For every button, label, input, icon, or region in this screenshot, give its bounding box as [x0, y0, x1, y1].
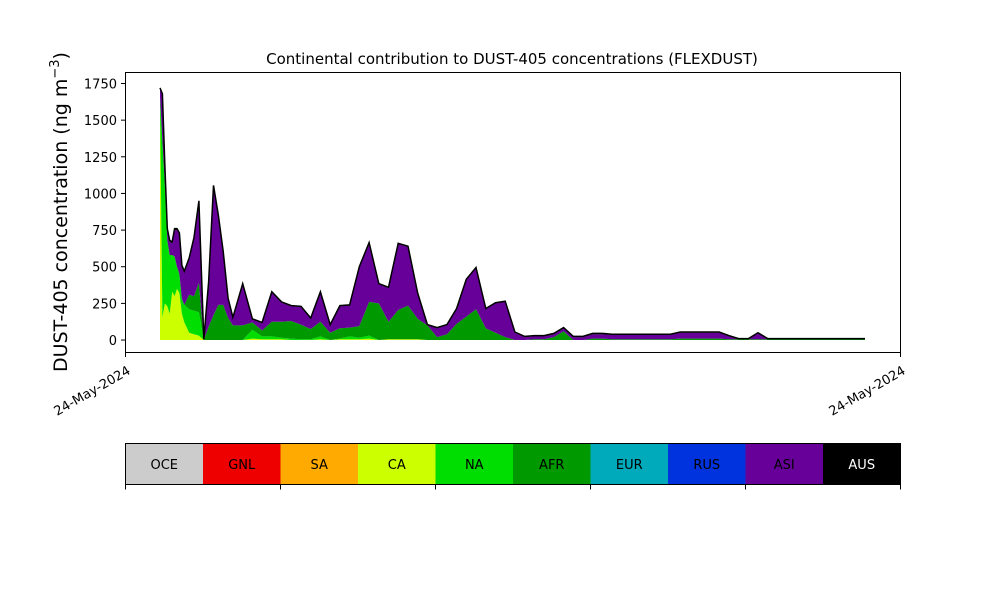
legend-label-aus: AUS [848, 458, 875, 473]
legend-swatch-sa [280, 443, 359, 485]
y-axis-label: DUST-405 concentration (ng m−3) [48, 52, 72, 372]
area-afr [160, 96, 865, 340]
y-tick-label: 750 [92, 224, 117, 239]
y-tick-label: 1750 [84, 77, 117, 92]
total-line [159, 87, 865, 340]
legend-swatch-oce [125, 443, 204, 485]
x-tick-label: 24-May-2024 [827, 364, 909, 420]
legend-label-eur: EUR [616, 458, 643, 473]
legend-swatch-eur [590, 443, 669, 485]
legend-swatch-asi [745, 443, 824, 485]
area-ca [160, 102, 865, 340]
legend-swatch-rus [668, 443, 746, 485]
legend-swatch-ca [358, 443, 436, 485]
x-axis: 24-May-2024 24-May-2024 [52, 352, 909, 420]
y-tick-label: 500 [92, 261, 117, 276]
legend-frame [125, 443, 901, 485]
y-axis-label-unit-superscript: −3 [48, 59, 63, 78]
legend-label-rus: RUS [693, 458, 720, 473]
area-na [160, 96, 865, 340]
legend-swatch-afr [513, 443, 591, 485]
chart-title: Continental contribution to DUST-405 con… [266, 50, 758, 68]
y-tick-label: 250 [92, 297, 117, 312]
y-axis-label-close: ) [50, 52, 72, 59]
y-axis: 0 250 500 750 1000 1250 1500 1750 [84, 77, 126, 349]
area-asi [160, 89, 865, 341]
plot-frame [125, 72, 901, 353]
legend-swatch-aus [823, 443, 901, 485]
legend-label-sa: SA [311, 458, 328, 473]
legend-label-afr: AFR [539, 458, 564, 473]
y-tick-label: 1250 [84, 151, 117, 166]
y-tick-label: 0 [109, 334, 117, 349]
legend-swatch-na [435, 443, 514, 485]
legend-label-asi: ASI [774, 458, 795, 473]
stacked-area-layers [159, 87, 865, 341]
legend-label-gnl: GNL [228, 458, 256, 473]
y-tick-label: 1000 [84, 187, 117, 202]
legend-swatch-gnl [203, 443, 281, 485]
legend-colorbar: OCE GNL SA CA NA AFR EUR RUS ASI AUS [125, 443, 901, 490]
legend-label-oce: OCE [150, 458, 178, 473]
legend-label-na: NA [465, 458, 484, 473]
area-aus [160, 87, 865, 341]
y-axis-label-text: DUST-405 concentration (ng m [50, 79, 72, 372]
y-tick-label: 1500 [84, 114, 117, 129]
legend-label-ca: CA [388, 458, 406, 473]
